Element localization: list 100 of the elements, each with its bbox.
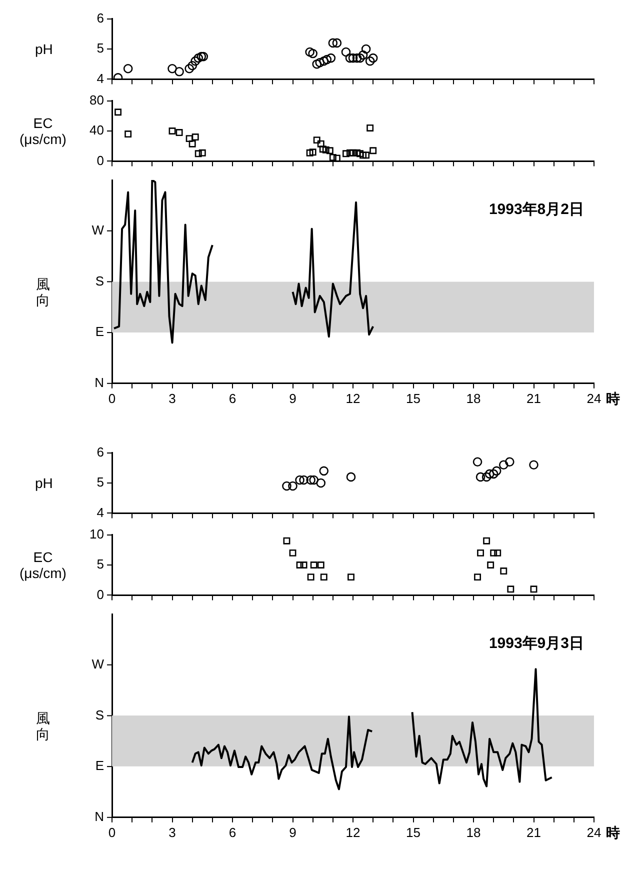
point (312, 59, 322, 69)
point (310, 562, 318, 568)
point (358, 50, 368, 60)
point (498, 460, 508, 470)
point (530, 586, 538, 593)
point (361, 44, 371, 54)
y-tick-label: 40 (90, 122, 104, 138)
point (328, 38, 338, 48)
point (529, 460, 538, 470)
x-tick-label: 18 (466, 390, 481, 406)
y-tick-label: 5 (96, 556, 104, 572)
x-tick-label: 0 (108, 824, 116, 840)
point (348, 574, 354, 581)
point (188, 60, 197, 70)
text: 1993年9月3日 (488, 635, 584, 652)
y-axis-title: pH (35, 40, 53, 58)
text: S (95, 273, 104, 288)
y-tick-label: 0 (96, 152, 104, 168)
x-tick-label: 24 (586, 824, 602, 840)
point (352, 53, 362, 63)
point (341, 47, 351, 57)
y-tick-label: 5 (96, 40, 104, 56)
text: E (95, 324, 104, 340)
point (317, 140, 324, 148)
point (355, 53, 365, 63)
x-tick-label: 6 (228, 824, 236, 840)
y-tick-label: 0 (96, 586, 104, 602)
point (474, 574, 481, 581)
point (354, 149, 360, 156)
point (168, 128, 176, 134)
point (505, 457, 514, 467)
point (123, 64, 133, 74)
point (322, 54, 332, 64)
point (346, 472, 356, 482)
point (360, 152, 367, 159)
annotation: 1993年8月2日 (488, 201, 584, 218)
point (494, 549, 502, 556)
point (194, 53, 204, 63)
point (342, 150, 350, 158)
point (192, 134, 199, 141)
point (333, 154, 340, 162)
text: N (94, 808, 104, 824)
point (484, 469, 494, 479)
point (194, 150, 202, 158)
point (487, 562, 494, 568)
point (370, 147, 377, 154)
point (282, 481, 292, 491)
x-tick-label: 9 (289, 390, 296, 406)
x-tick-label: 21 (526, 390, 541, 406)
point (319, 466, 329, 476)
x-axis-title: 時 (606, 390, 620, 406)
point (307, 574, 314, 581)
point (500, 568, 508, 575)
point (362, 152, 370, 159)
x-tick-label: 15 (406, 824, 420, 840)
point (114, 108, 122, 116)
point (296, 562, 304, 568)
point (289, 549, 296, 556)
point (288, 481, 298, 491)
point (306, 475, 316, 485)
point (168, 64, 177, 74)
text: N (94, 374, 104, 390)
point (326, 53, 336, 63)
point (309, 148, 316, 156)
point (332, 38, 342, 48)
point (477, 549, 484, 556)
point (366, 124, 374, 132)
point (299, 475, 308, 485)
x-tick-label: 3 (168, 824, 176, 840)
point (190, 56, 200, 66)
y-axis-title: 風向 (35, 710, 51, 742)
y-tick-label: 80 (90, 92, 104, 108)
point (305, 47, 314, 57)
point (306, 149, 314, 156)
x-tick-label: 21 (526, 824, 541, 840)
x-axis-title: 時 (606, 824, 620, 840)
point (488, 469, 498, 479)
x-tick-label: 9 (289, 824, 296, 840)
point (346, 149, 354, 156)
y-tick-label: 6 (96, 10, 104, 26)
point (322, 146, 330, 154)
x-tick-label: 18 (466, 824, 481, 840)
point (350, 149, 356, 156)
x-tick-label: 6 (228, 390, 236, 406)
y-tick-label: 5 (96, 474, 104, 490)
point (317, 562, 324, 568)
point (188, 140, 196, 148)
point (326, 147, 334, 154)
point (482, 472, 492, 482)
y-tick-label: 6 (96, 444, 104, 460)
y-axis-title: EC (μs/cm) (18, 548, 68, 582)
x-tick-label: 0 (108, 390, 116, 406)
y-axis-title: 風向 (35, 276, 51, 308)
point (186, 135, 193, 142)
point (300, 562, 308, 568)
point (365, 56, 375, 66)
x-tick-label: 12 (346, 824, 360, 840)
text: E (95, 758, 104, 774)
point (368, 53, 378, 63)
point (492, 466, 502, 476)
